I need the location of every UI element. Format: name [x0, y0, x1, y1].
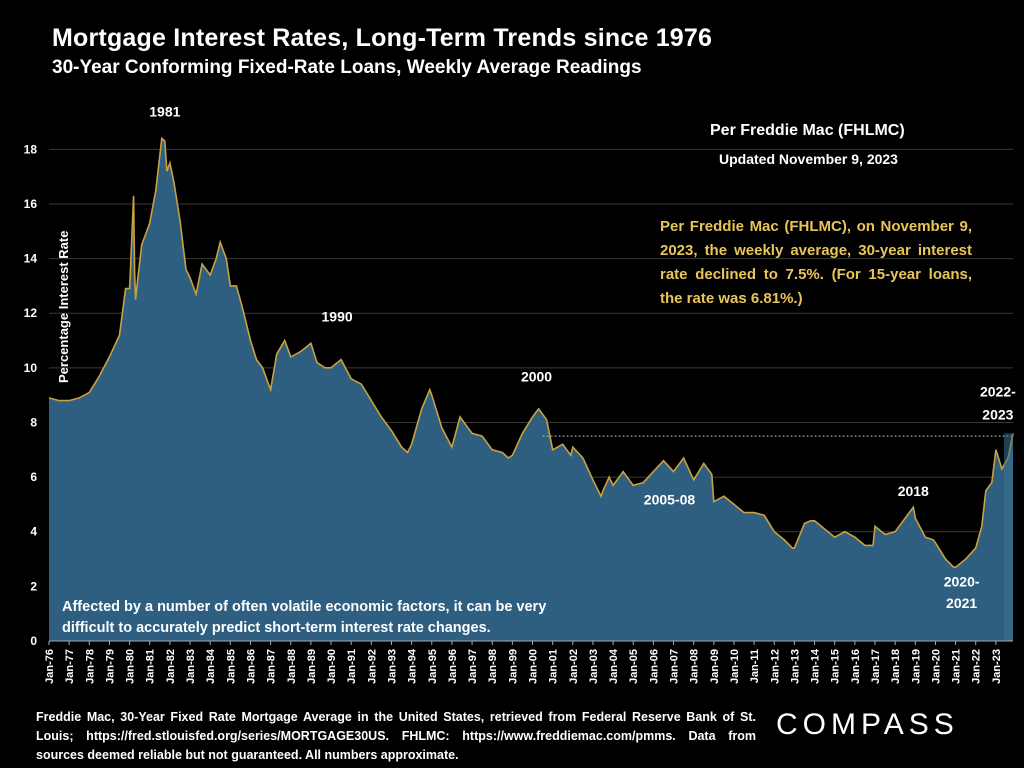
y-tick-label: 2: [30, 579, 37, 593]
rate-area: [49, 138, 1013, 641]
x-tick-label: Jan-90: [326, 649, 338, 684]
annotation-label: 2020-: [944, 573, 980, 589]
x-tick-label: Jan-92: [366, 649, 378, 684]
x-tick-label: Jan-19: [910, 649, 922, 684]
rate-callout: Per Freddie Mac (FHLMC), on November 9, …: [660, 218, 972, 307]
y-tick-label: 0: [30, 634, 37, 648]
y-tick-label: 18: [24, 142, 38, 156]
x-tick-label: Jan-80: [125, 649, 137, 684]
x-tick-label: Jan-94: [407, 648, 419, 684]
y-tick-label: 4: [30, 525, 37, 539]
y-tick-label: 6: [30, 470, 37, 484]
x-tick-label: Jan-03: [588, 649, 600, 684]
x-tick-label: Jan-01: [548, 649, 560, 684]
annotation-label: 2018: [898, 483, 929, 499]
x-tick-label: Jan-77: [64, 649, 76, 684]
chart-title: Mortgage Interest Rates, Long-Term Trend…: [52, 24, 713, 52]
x-tick-label: Jan-04: [608, 648, 620, 684]
x-tick-label: Jan-18: [890, 649, 902, 684]
x-tick-label: Jan-06: [648, 649, 660, 684]
annotation-label: 1981: [149, 104, 180, 120]
rate-line: [48, 136, 1014, 568]
x-tick-label: Jan-91: [346, 649, 358, 684]
x-tick-label: Jan-82: [165, 649, 177, 684]
y-tick-label: 10: [24, 361, 38, 375]
x-tick-label: Jan-88: [286, 649, 298, 684]
x-tick-label: Jan-21: [951, 649, 963, 684]
y-axis-ticks: 0 2 4 6 8 10 12 14 16 18: [24, 142, 38, 648]
annotation-label: 2021: [946, 595, 977, 611]
x-tick-label: Jan-93: [386, 649, 398, 684]
x-tick-label: Jan-11: [749, 649, 761, 683]
x-tick-label: Jan-08: [689, 649, 701, 684]
y-tick-label: 8: [30, 415, 37, 429]
x-tick-label: Jan-98: [487, 649, 499, 684]
x-tick-label: Jan-10: [729, 649, 741, 684]
x-tick-label: Jan-83: [185, 649, 197, 684]
x-tick-label: Jan-81: [145, 649, 157, 684]
annotation-label: 1990: [322, 308, 353, 324]
compass-logo: COMPASS: [776, 708, 959, 741]
x-tick-label: Jan-20: [930, 649, 942, 684]
x-tick-label: Jan-85: [225, 649, 237, 684]
x-tick-label: Jan-00: [528, 649, 540, 684]
x-tick-label: Jan-22: [971, 649, 983, 684]
annotation-label: 2023: [982, 407, 1013, 423]
x-tick-label: Jan-14: [810, 648, 822, 684]
annotation-label: 2000: [521, 369, 552, 385]
volatility-note: Affected by a number of often volatile e…: [62, 599, 547, 636]
x-tick-label: Jan-12: [769, 649, 781, 684]
x-tick-label: Jan-07: [669, 649, 681, 684]
x-tick-label: Jan-15: [830, 649, 842, 684]
x-tick-label: Jan-76: [44, 649, 56, 684]
y-tick-label: 14: [24, 252, 38, 266]
x-tick-label: Jan-17: [870, 649, 882, 684]
x-tick-label: Jan-02: [568, 649, 580, 684]
x-tick-label: Jan-16: [850, 649, 862, 684]
y-tick-label: 12: [24, 306, 38, 320]
x-tick-label: Jan-05: [628, 649, 640, 684]
x-tick-label: Jan-13: [789, 649, 801, 684]
x-tick-label: Jan-84: [205, 648, 217, 684]
x-tick-label: Jan-09: [709, 649, 721, 684]
x-tick-label: Jan-96: [447, 649, 459, 684]
x-tick-label: Jan-79: [104, 649, 116, 684]
y-axis-label: Percentage Interest Rate: [56, 231, 71, 383]
x-tick-label: Jan-95: [427, 649, 439, 684]
x-tick-label: Jan-78: [84, 649, 96, 684]
y-tick-label: 16: [24, 197, 38, 211]
x-axis-ticks: Jan-76 Jan-77 Jan-78 Jan-79 Jan-80 Jan-81 Jan-…: [44, 641, 1003, 684]
x-tick-label: Jan-87: [266, 649, 278, 684]
x-tick-label: Jan-86: [245, 649, 257, 684]
x-tick-label: Jan-23: [991, 649, 1003, 684]
updated-date: Updated November 9, 2023: [719, 151, 898, 167]
chart-subtitle: 30-Year Conforming Fixed-Rate Loans, Wee…: [52, 57, 642, 78]
x-tick-label: Jan-97: [467, 649, 479, 684]
annotation-label: 2005-08: [644, 491, 696, 507]
x-tick-label: Jan-99: [507, 649, 519, 684]
recent-period-marker: [1003, 433, 1013, 641]
chart-annotations: 1981 1990 2000 2005-08 2018 2020- 2021 2022- 202…: [149, 104, 1016, 612]
source-footnote: Freddie Mac, 30-Year Fixed Rate Mortgage…: [36, 710, 756, 762]
x-tick-label: Jan-89: [306, 649, 318, 684]
source-heading: Per Freddie Mac (FHLMC): [710, 122, 905, 139]
annotation-label: 2022-: [980, 384, 1016, 400]
